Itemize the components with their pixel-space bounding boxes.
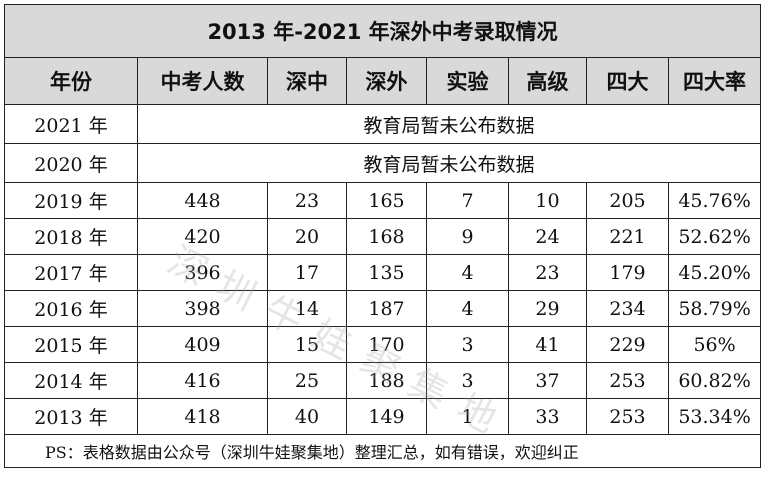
- shenwai-cell: 170: [346, 326, 427, 363]
- year-cell: 2013 年: [4, 398, 138, 435]
- header-total: 中考人数: [137, 57, 268, 105]
- year-cell: 2020 年: [4, 143, 138, 183]
- table-row: 2014 年 416 25 188 3 37 253 60.82%: [4, 362, 762, 399]
- shenwai-cell: 135: [346, 254, 427, 291]
- table-row: 2021 年 教育局暂未公布数据: [4, 104, 762, 144]
- total-cell: 418: [137, 398, 268, 435]
- table-row: 2013 年 418 40 149 1 33 253 53.34%: [4, 398, 762, 435]
- footnote: PS：表格数据由公众号（深圳牛娃聚集地）整理汇总，如有错误，欢迎纠正: [3, 434, 762, 468]
- shenzhong-cell: 20: [267, 218, 347, 255]
- header-sida: 四大: [586, 57, 669, 105]
- total-cell: 398: [137, 290, 268, 327]
- shenwai-cell: 188: [346, 362, 427, 399]
- sida-cell: 229: [586, 326, 669, 363]
- title-row: 2013 年-2021 年深外中考录取情况: [3, 4, 762, 58]
- sida-cell: 253: [586, 398, 669, 435]
- sida-rate-cell: 45.76%: [667, 182, 762, 219]
- shenzhong-cell: 40: [267, 398, 347, 435]
- unpublished-note: 教育局暂未公布数据: [136, 104, 762, 144]
- table-row: 2019 年 448 23 165 7 10 205 45.76%: [4, 182, 762, 219]
- document: 2013 年-2021 年深外中考录取情况 年份 中考人数 深中 深外 实验 高…: [3, 4, 762, 468]
- shenzhong-cell: 15: [267, 326, 347, 363]
- table-row: 2017 年 396 17 135 4 23 179 45.20%: [4, 254, 762, 291]
- shenzhong-cell: 17: [267, 254, 347, 291]
- year-cell: 2014 年: [4, 362, 138, 399]
- total-cell: 448: [137, 182, 268, 219]
- year-cell: 2017 年: [4, 254, 138, 291]
- header-sida-rate: 四大率: [667, 57, 762, 105]
- year-cell: 2018 年: [4, 218, 138, 255]
- year-cell: 2016 年: [4, 290, 138, 327]
- total-cell: 396: [137, 254, 268, 291]
- header-gaoji: 高级: [508, 57, 587, 105]
- shiyan-cell: 9: [426, 218, 509, 255]
- gaoji-cell: 23: [508, 254, 587, 291]
- sida-rate-cell: 56%: [667, 326, 762, 363]
- shiyan-cell: 3: [426, 362, 509, 399]
- footnote-row: PS：表格数据由公众号（深圳牛娃聚集地）整理汇总，如有错误，欢迎纠正: [3, 434, 762, 468]
- table-title: 2013 年-2021 年深外中考录取情况: [3, 4, 762, 58]
- sida-cell: 205: [586, 182, 669, 219]
- sida-rate-cell: 52.62%: [667, 218, 762, 255]
- gaoji-cell: 33: [508, 398, 587, 435]
- year-cell: 2015 年: [4, 326, 138, 363]
- shiyan-cell: 4: [426, 254, 509, 291]
- sida-rate-cell: 45.20%: [667, 254, 762, 291]
- shenzhong-cell: 25: [267, 362, 347, 399]
- total-cell: 420: [137, 218, 268, 255]
- shenwai-cell: 165: [346, 182, 427, 219]
- header-row: 年份 中考人数 深中 深外 实验 高级 四大 四大率: [4, 57, 762, 105]
- gaoji-cell: 29: [508, 290, 587, 327]
- header-year: 年份: [4, 57, 138, 105]
- gaoji-cell: 41: [508, 326, 587, 363]
- shiyan-cell: 7: [426, 182, 509, 219]
- shenwai-cell: 168: [346, 218, 427, 255]
- sida-cell: 234: [586, 290, 669, 327]
- year-cell: 2019 年: [4, 182, 138, 219]
- total-cell: 409: [137, 326, 268, 363]
- sida-rate-cell: 58.79%: [667, 290, 762, 327]
- sida-cell: 179: [586, 254, 669, 291]
- table-row: 2015 年 409 15 170 3 41 229 56%: [4, 326, 762, 363]
- admission-table: 2013 年-2021 年深外中考录取情况 年份 中考人数 深中 深外 实验 高…: [3, 4, 762, 468]
- gaoji-cell: 37: [508, 362, 587, 399]
- shenzhong-cell: 23: [267, 182, 347, 219]
- gaoji-cell: 24: [508, 218, 587, 255]
- header-shiyan: 实验: [426, 57, 509, 105]
- shenwai-cell: 149: [346, 398, 427, 435]
- sida-rate-cell: 53.34%: [667, 398, 762, 435]
- unpublished-note: 教育局暂未公布数据: [136, 143, 762, 183]
- shenzhong-cell: 14: [267, 290, 347, 327]
- table-row: 2016 年 398 14 187 4 29 234 58.79%: [4, 290, 762, 327]
- shiyan-cell: 4: [426, 290, 509, 327]
- header-shenzhong: 深中: [267, 57, 347, 105]
- table-row: 2020 年 教育局暂未公布数据: [4, 143, 762, 183]
- sida-rate-cell: 60.82%: [667, 362, 762, 399]
- header-shenwai: 深外: [346, 57, 427, 105]
- shenwai-cell: 187: [346, 290, 427, 327]
- shiyan-cell: 3: [426, 326, 509, 363]
- year-cell: 2021 年: [4, 104, 138, 144]
- shiyan-cell: 1: [426, 398, 509, 435]
- sida-cell: 253: [586, 362, 669, 399]
- sida-cell: 221: [586, 218, 669, 255]
- total-cell: 416: [137, 362, 268, 399]
- table-row: 2018 年 420 20 168 9 24 221 52.62%: [4, 218, 762, 255]
- gaoji-cell: 10: [508, 182, 587, 219]
